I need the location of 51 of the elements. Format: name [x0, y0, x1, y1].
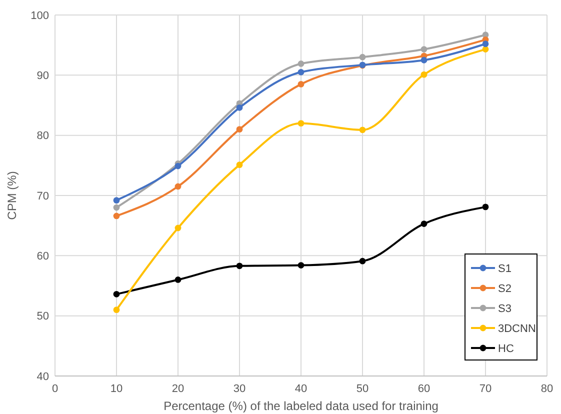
- x-tick-label: 30: [233, 383, 246, 395]
- y-axis-title: CPM (%): [5, 171, 19, 220]
- point: [298, 120, 304, 126]
- point: [298, 60, 304, 67]
- legend-label: HC: [498, 342, 514, 355]
- point: [113, 290, 120, 298]
- point: [113, 212, 120, 220]
- point: [113, 197, 120, 204]
- point: [420, 71, 428, 78]
- point: [420, 56, 428, 64]
- y-tick-label: 60: [36, 250, 49, 263]
- x-tick-label: 20: [172, 383, 184, 395]
- point: [174, 224, 182, 232]
- point: [236, 126, 243, 133]
- legend-label: S1: [498, 262, 512, 275]
- point: [113, 204, 120, 211]
- point: [298, 262, 304, 268]
- point: [298, 80, 304, 88]
- legend-label: S2: [498, 282, 512, 295]
- point: [236, 262, 243, 270]
- x-tick-label: 70: [479, 383, 492, 395]
- point: [420, 46, 428, 52]
- point: [174, 162, 182, 170]
- point: [359, 258, 366, 264]
- y-tick-label: 50: [36, 310, 49, 323]
- point: [236, 104, 243, 111]
- point: [482, 40, 489, 48]
- point: [482, 46, 489, 52]
- point: [113, 306, 120, 314]
- x-tick-label: 40: [294, 383, 308, 395]
- x-tick-label: 50: [356, 383, 369, 395]
- x-tick-label: 60: [418, 383, 430, 395]
- x-tick-label: 10: [110, 383, 123, 395]
- y-tick-label: 100: [30, 10, 49, 22]
- point: [359, 126, 366, 134]
- point: [236, 162, 243, 168]
- x-axis-title: Percentage (%) of the labeled data used for training: [164, 399, 438, 413]
- x-tick-label: 80: [540, 383, 554, 395]
- point: [298, 68, 304, 76]
- point: [482, 204, 489, 210]
- y-tick-label: 40: [36, 370, 49, 383]
- y-tick-label: 90: [36, 70, 49, 82]
- y-tick-label: 70: [36, 190, 49, 202]
- legend-label: 3DCNN: [498, 322, 536, 335]
- legend-label: S3: [498, 302, 512, 315]
- x-tick-label: 0: [52, 383, 58, 395]
- point: [359, 54, 366, 60]
- point: [174, 183, 182, 190]
- point: [420, 220, 428, 227]
- point: [174, 276, 182, 283]
- y-tick-label: 80: [36, 130, 49, 142]
